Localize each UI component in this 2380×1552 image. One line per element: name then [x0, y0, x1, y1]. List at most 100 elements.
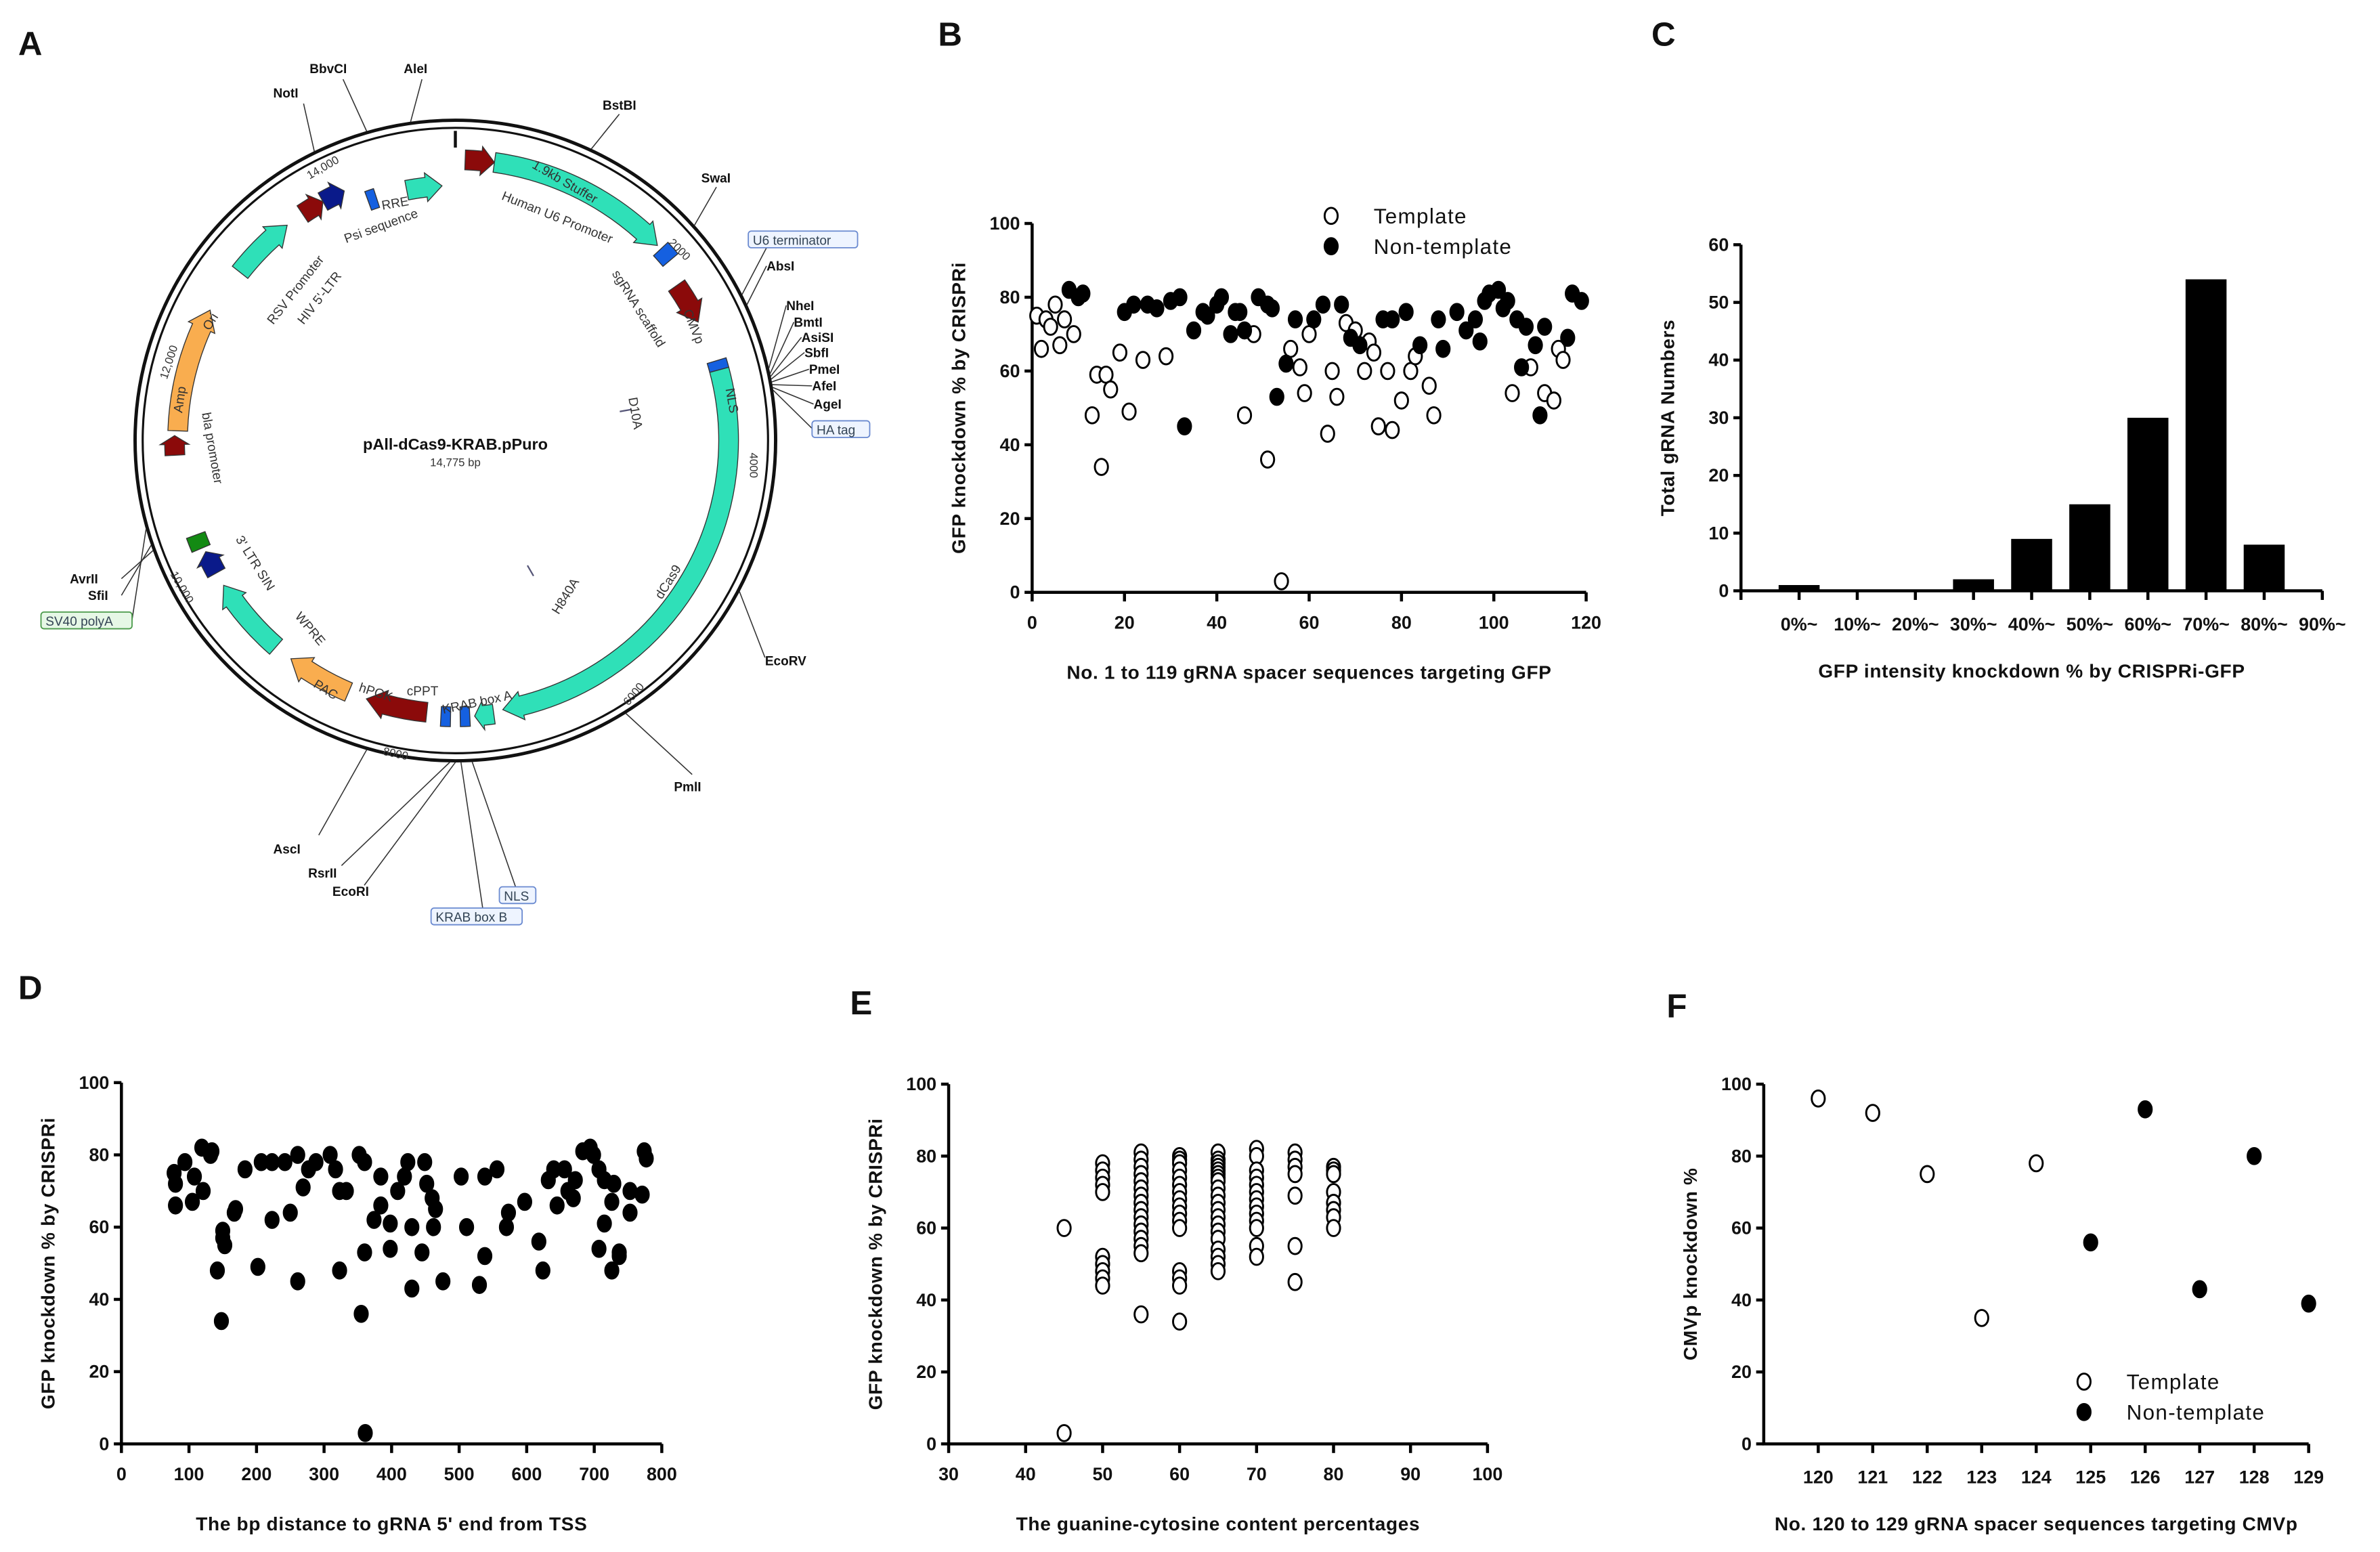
point-template	[1811, 1089, 1826, 1108]
y-axis-label: Total gRNA Numbers	[1658, 320, 1679, 517]
point	[264, 1211, 280, 1229]
site-label: EcoRV	[765, 654, 806, 668]
point-non-template	[1385, 310, 1400, 328]
legend-marker-template	[1323, 207, 1339, 225]
x-tick-label: 20%~	[1892, 614, 1939, 634]
point-non-template	[1458, 321, 1474, 340]
cmvp-arrow	[668, 279, 703, 323]
point-template	[1033, 339, 1050, 358]
point-non-template	[1186, 321, 1202, 340]
plasmid-ring-outer	[133, 118, 777, 763]
x-tick-label: 100	[1479, 613, 1509, 633]
point-non-template	[1236, 321, 1253, 340]
y-tick-label: 0	[99, 1434, 109, 1454]
point-non-template	[1334, 295, 1349, 314]
axes	[1762, 1084, 2309, 1446]
point	[419, 1174, 435, 1193]
point-template	[1920, 1165, 1935, 1184]
point-non-template	[1435, 339, 1451, 358]
site-leader-line	[471, 761, 517, 889]
point-template	[1357, 362, 1372, 381]
y-tick-label: 40	[1708, 350, 1729, 370]
x-tick-label: 10%~	[1834, 614, 1881, 634]
feature-label: cPPT	[407, 685, 439, 699]
point-template	[1380, 362, 1395, 381]
point	[390, 1182, 406, 1201]
site-label: SfiI	[88, 589, 108, 603]
feature-label: CMVp	[680, 307, 706, 346]
point	[1249, 1247, 1264, 1266]
point-non-template	[1075, 284, 1091, 303]
point	[357, 1243, 372, 1262]
x-tick-label: 70	[1247, 1464, 1267, 1484]
site-leader-line	[772, 387, 814, 405]
point	[366, 1211, 382, 1229]
x-tick-label: 90%~	[2299, 614, 2346, 634]
wpre-arrow	[222, 584, 284, 655]
point	[290, 1272, 305, 1291]
y-tick-label: 80	[1731, 1146, 1752, 1166]
point-non-template	[1449, 303, 1465, 322]
point	[557, 1160, 572, 1179]
point-non-template	[1149, 299, 1165, 318]
y-axis-label: GFP knockdown % by CRISPRi	[865, 1118, 886, 1410]
legend-label: Non-template	[1374, 235, 1512, 259]
x-tick-label: 60	[1299, 613, 1320, 633]
point-non-template	[1278, 354, 1294, 373]
point	[358, 1424, 373, 1442]
point-non-template	[1200, 306, 1215, 325]
point-non-template	[2138, 1100, 2153, 1119]
bar	[2243, 544, 2285, 591]
y-tick-label: 100	[990, 213, 1020, 234]
point-template	[1094, 458, 1109, 476]
point-template	[1366, 343, 1382, 362]
site-leader-line	[460, 762, 483, 909]
point-non-template	[1467, 310, 1484, 328]
rre-arrow	[404, 171, 443, 203]
bla-promoter-arrow	[158, 435, 191, 456]
point	[611, 1247, 627, 1266]
point	[264, 1152, 280, 1171]
point-non-template	[1574, 292, 1589, 310]
point-non-template	[1490, 280, 1507, 299]
site-label: SbfI	[804, 346, 829, 360]
point-template	[1084, 406, 1100, 425]
x-tick-label: 126	[2130, 1467, 2161, 1488]
panel-label-b: B	[938, 16, 962, 53]
bar	[1953, 579, 1994, 591]
point-non-template	[1223, 325, 1238, 343]
plasmid-size: 14,775 bp	[430, 456, 481, 469]
site-leader-line	[746, 265, 767, 305]
y-tick-label: 20	[916, 1362, 936, 1382]
bar	[2127, 417, 2169, 591]
mutation-tick	[527, 565, 534, 577]
point	[404, 1217, 420, 1236]
point-template	[1555, 351, 1571, 369]
point	[1095, 1276, 1110, 1295]
x-tick-label: 0%~	[1781, 614, 1818, 634]
x-tick-label: 30%~	[1950, 614, 1997, 634]
x-tick-label: 90	[1400, 1464, 1421, 1484]
point-template	[1121, 402, 1137, 421]
point	[606, 1174, 622, 1193]
y-tick-label: 0	[926, 1434, 936, 1454]
point-template	[2029, 1154, 2044, 1173]
point	[597, 1214, 612, 1233]
point-template	[1066, 325, 1081, 343]
point	[282, 1203, 298, 1222]
x-tick-label: 120	[1803, 1467, 1834, 1488]
point-template	[1159, 347, 1174, 366]
x-tick-label: 70%~	[2182, 614, 2230, 634]
point-template	[1103, 380, 1119, 399]
u6-promoter-arrow	[464, 145, 496, 177]
boxed-label-frame	[430, 907, 523, 926]
y-tick-label: 80	[89, 1144, 109, 1165]
legend-label: Non-template	[2127, 1400, 2265, 1424]
x-tick-label: 300	[309, 1464, 339, 1484]
boxed-label-nls: NLS	[504, 890, 529, 904]
point-template	[1370, 417, 1386, 435]
y-tick-label: 40	[1000, 435, 1020, 455]
point-non-template	[1269, 387, 1284, 406]
bar	[2069, 504, 2111, 591]
